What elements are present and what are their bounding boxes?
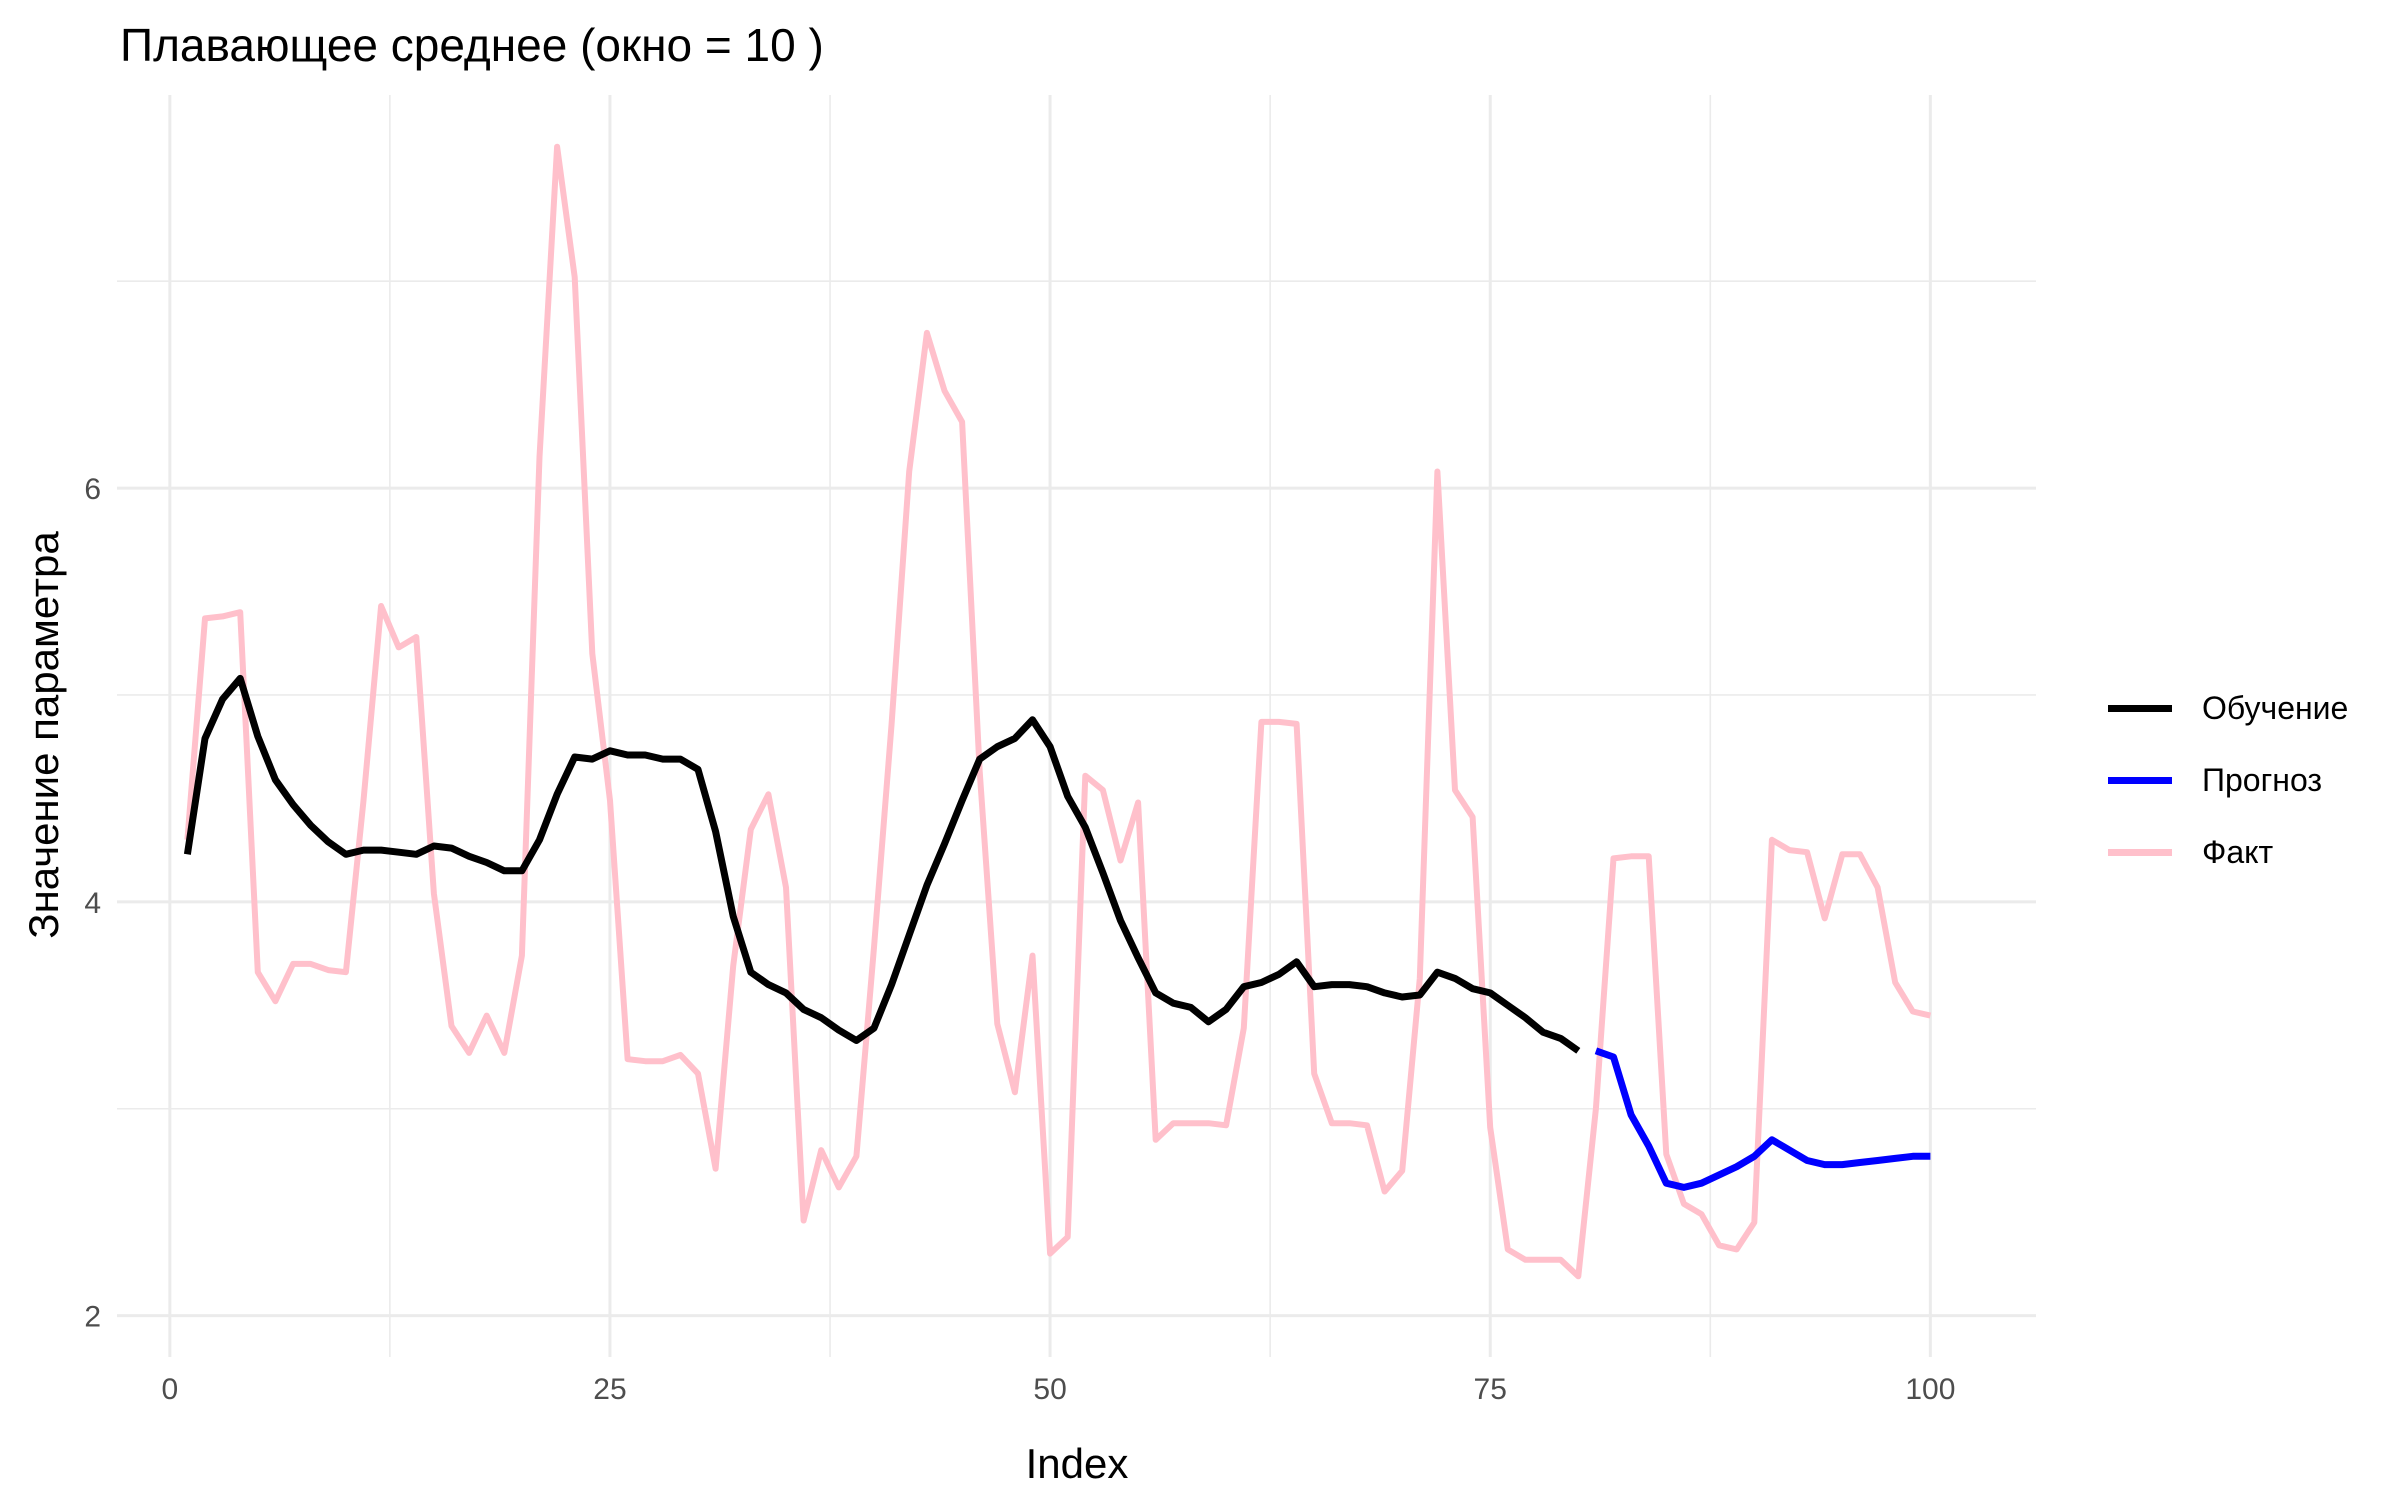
series-lines: [183, 143, 1932, 1280]
legend-item-fakt: Факт: [2108, 816, 2348, 888]
series-line-2: [184, 143, 1932, 1280]
legend-item-prognoz: Прогноз: [2108, 744, 2348, 816]
chart-title: Плавающее среднее (окно = 10 ): [120, 19, 824, 71]
series-line-1: [1594, 1047, 1931, 1191]
x-tick-label: 25: [593, 1373, 626, 1406]
y-tick-label: 4: [84, 887, 101, 920]
x-tick-label: 50: [1033, 1373, 1066, 1406]
legend-key-fakt: [2108, 848, 2172, 856]
x-tick-label: 100: [1905, 1373, 1955, 1406]
x-tick-label: 75: [1474, 1373, 1507, 1406]
grid-lines: [117, 95, 2036, 1357]
y-tick-label: 2: [84, 1301, 101, 1334]
legend-label-obuchenie: Обучение: [2202, 689, 2349, 726]
x-axis-title: Index: [1025, 1440, 1129, 1487]
y-tick-label: 6: [84, 473, 101, 506]
legend-label-fakt: Факт: [2202, 833, 2274, 870]
legend-item-obuchenie: Обучение: [2108, 672, 2348, 744]
legend-label-prognoz: Прогноз: [2202, 761, 2323, 798]
series-line-0: [183, 674, 1581, 1054]
legend: Обучение Прогноз Факт: [2108, 672, 2348, 888]
x-tick-label: 0: [161, 1373, 178, 1406]
tick-labels: 0 25 50 75 100 2 4 6: [84, 473, 1955, 1406]
legend-key-obuchenie: [2108, 704, 2172, 712]
legend-key-prognoz: [2108, 776, 2172, 784]
